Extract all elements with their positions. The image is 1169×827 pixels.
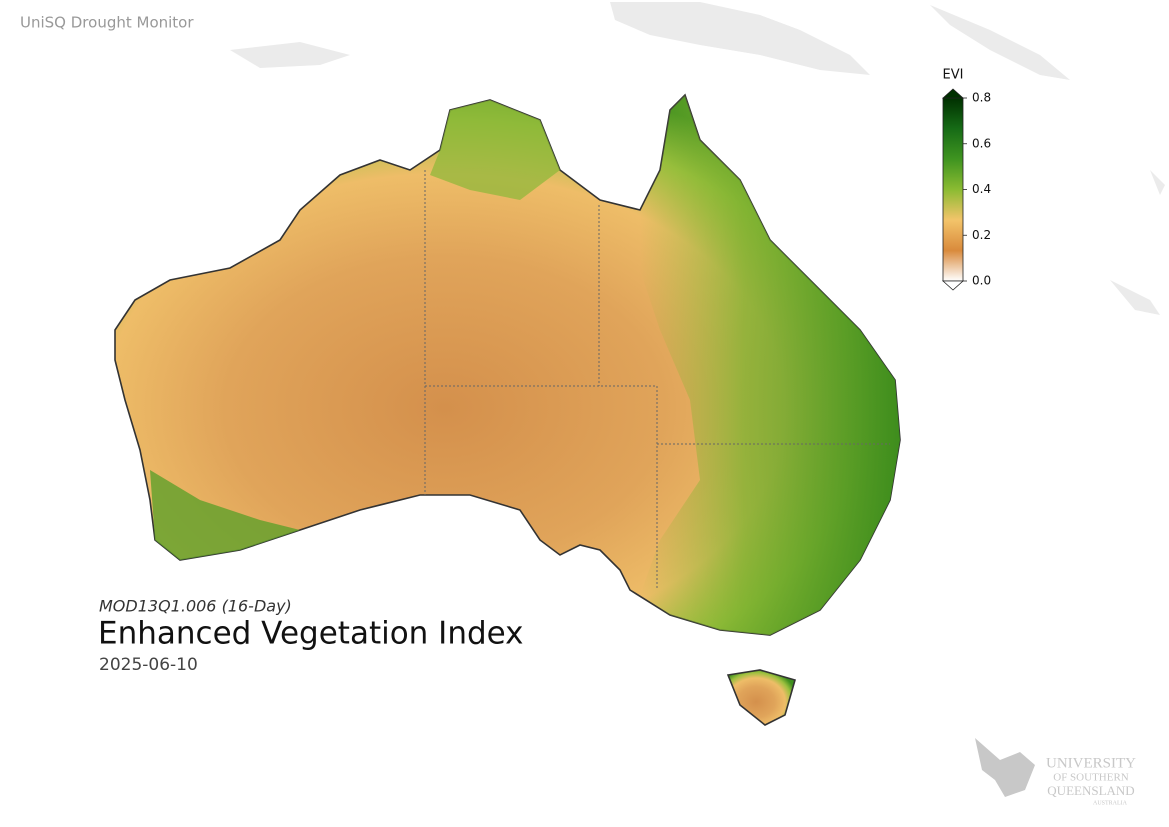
map-title: Enhanced Vegetation Index <box>98 616 524 652</box>
state-borders <box>424 170 890 590</box>
logo-line: AUSTRALIA <box>1093 800 1128 806</box>
australia <box>114 93 901 726</box>
university-logo: UNIVERSITY OF SOUTHERN QUEENSLAND AUSTRA… <box>975 738 1136 806</box>
logo-line: UNIVERSITY <box>1046 755 1136 771</box>
logo-line: OF SOUTHERN <box>1053 772 1129 784</box>
colorbar-tick-label: 0.6 <box>972 136 991 150</box>
neighbour-land <box>230 2 1165 315</box>
app-title: UniSQ Drought Monitor <box>20 14 194 32</box>
colorbar-extend-max <box>941 88 965 99</box>
colorbar-body <box>942 97 964 282</box>
map-date: 2025-06-10 <box>99 655 198 675</box>
logo-line: QUEENSLAND <box>1047 783 1134 798</box>
colorbar-extend-min <box>941 280 965 291</box>
colorbar-tick-label: 0.0 <box>972 274 991 288</box>
product-name: MOD13Q1.006 (16-Day) <box>99 597 292 616</box>
colorbar-title: EVI <box>943 68 964 83</box>
colorbar-tick-label: 0.8 <box>972 91 991 105</box>
colorbar-tick-label: 0.2 <box>972 228 991 242</box>
colorbar-tick-label: 0.4 <box>972 182 991 196</box>
colorbar: EVI 0.0 0.2 0.4 0.6 0.8 <box>941 68 991 291</box>
